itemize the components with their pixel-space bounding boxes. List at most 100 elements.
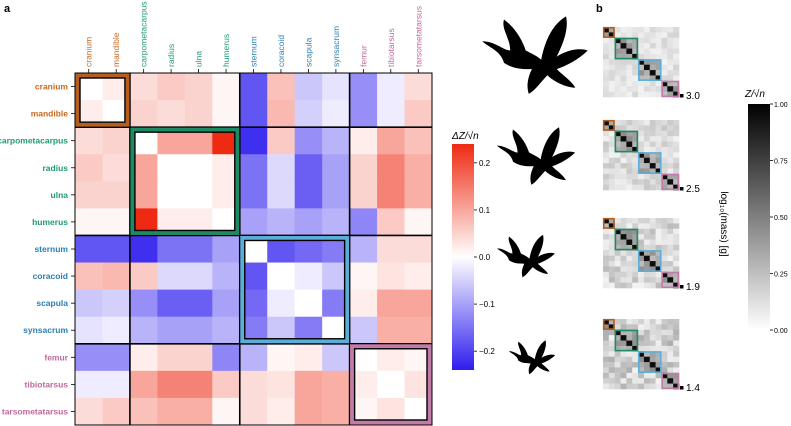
heatmap-cell xyxy=(322,370,351,399)
thumbnail-cell xyxy=(649,37,656,44)
thumbnail-cell xyxy=(673,261,680,267)
thumbnail-cell xyxy=(608,266,615,273)
thumbnail-cell xyxy=(603,282,610,289)
thumbnail-cell xyxy=(632,157,639,164)
thumbnail-cell xyxy=(603,157,610,164)
thumbnail-cell xyxy=(632,141,639,148)
thumbnail-cell xyxy=(603,329,610,336)
panel-label-b: b xyxy=(596,3,603,15)
colorbar-tick-label: 0.00 xyxy=(774,328,788,335)
thumbnail-cell xyxy=(608,179,615,185)
thumbnail-cell xyxy=(661,75,668,82)
thumbnail-cell xyxy=(667,329,674,336)
thumbnail-cell xyxy=(649,255,656,262)
thumbnail-cell xyxy=(632,228,639,235)
thumbnail-cell xyxy=(608,324,615,331)
module-box-wing xyxy=(130,127,240,235)
thumbnail-cell xyxy=(673,179,680,185)
thumbnail-cell xyxy=(643,345,651,352)
thumbnail-cell xyxy=(655,53,662,60)
heatmap-cell xyxy=(404,289,433,318)
thumbnail-cell xyxy=(614,282,621,289)
thumbnail-cell xyxy=(649,356,656,363)
thumbnail-cell xyxy=(667,91,674,98)
thumbnail-cell xyxy=(603,120,610,126)
thumbnail-cell xyxy=(608,146,615,153)
thumbnail-cell xyxy=(655,136,662,142)
thumbnail-cell xyxy=(608,234,615,240)
heatmap-cell xyxy=(377,235,405,263)
thumbnail-cell xyxy=(608,157,615,164)
thumbnail-cell xyxy=(643,91,651,98)
thumbnail-cell xyxy=(643,32,651,39)
thumbnail-cell xyxy=(620,218,627,224)
thumbnail-cell xyxy=(643,218,651,224)
thumbnail-cell xyxy=(673,91,680,98)
thumbnail-cell xyxy=(661,32,668,39)
thumbnail-cell xyxy=(608,125,615,132)
thumbnail-cell xyxy=(603,80,610,87)
row-label-carpometacarpus: carpometacarpus xyxy=(0,136,68,146)
heatmap-cell xyxy=(75,235,103,263)
thumbnail-cell xyxy=(626,277,633,283)
heatmap-cell xyxy=(129,100,158,128)
thumbnail-cell xyxy=(661,91,668,98)
heatmap-cell xyxy=(212,235,241,263)
thumbnail-cell xyxy=(661,157,668,164)
module-box-inner-leg xyxy=(353,348,428,421)
thumbnail-cell xyxy=(626,59,633,65)
thumbnail-cell xyxy=(661,335,668,341)
heatmap-cell xyxy=(157,181,186,209)
thumbnail-cell xyxy=(614,80,621,87)
thumbnail-cell xyxy=(626,266,633,273)
thumbnail-cell xyxy=(649,141,656,148)
thumbnail-cell xyxy=(620,335,627,341)
thumbnail-cell xyxy=(638,244,645,251)
row-labels: cranium mandible carpometacarpus radius ulna… xyxy=(0,82,75,416)
thumbnail-cell xyxy=(620,120,627,126)
heatmap-cell xyxy=(75,127,103,155)
thumbnail-cell xyxy=(614,223,621,230)
mass-label: 1.4 xyxy=(686,383,700,394)
thumbnail-cell xyxy=(626,282,633,289)
thumbnail-cell xyxy=(608,329,615,336)
thumbnail-cell xyxy=(632,59,639,65)
thumbnail-cell xyxy=(626,340,633,347)
thumbnail-cell xyxy=(661,48,668,55)
thumbnail-cell xyxy=(626,136,633,142)
heatmap-cell xyxy=(129,397,158,426)
thumbnail-cell xyxy=(614,266,621,273)
heatmap-cell xyxy=(75,208,103,236)
thumbnail-cell xyxy=(603,37,610,44)
thumbnail-cell xyxy=(632,340,639,347)
thumbnail-cell xyxy=(655,218,662,224)
heatmap-cell xyxy=(75,370,103,399)
thumbnail-cell xyxy=(603,53,610,60)
module-box-inner-thorax xyxy=(244,239,346,340)
thumbnail-cell xyxy=(614,351,621,357)
thumbnail-cell xyxy=(608,277,615,283)
heatmap-cell xyxy=(294,289,323,318)
bird-silhouette-smallest xyxy=(508,340,556,375)
thumbnail-cell xyxy=(626,239,633,246)
thumbnail-cell xyxy=(673,324,680,331)
thumbnail-cell xyxy=(643,378,651,384)
colorbar-deltaZ-title: ΔZ/√n xyxy=(451,130,479,142)
thumbnail-module-box xyxy=(602,119,615,131)
thumbnail-cell xyxy=(673,356,680,363)
thumbnail-cell xyxy=(608,223,615,230)
thumbnail-cell xyxy=(620,91,627,98)
thumbnail-cell xyxy=(655,319,662,325)
thumbnail-cell xyxy=(649,234,656,240)
thumbnail-cell xyxy=(638,130,645,137)
thumbnail-cell xyxy=(614,91,621,98)
heatmap-cell xyxy=(294,100,323,128)
thumbnail-cell xyxy=(638,53,645,60)
thumbnail-cell xyxy=(661,125,668,132)
heatmap-cell xyxy=(404,208,433,236)
thumbnail-cell xyxy=(667,239,674,246)
thumbnail-cell xyxy=(655,362,662,368)
colorbar-Z-title: Z/√n xyxy=(744,88,765,100)
heatmap-cell xyxy=(184,289,213,318)
thumbnail-cell xyxy=(626,64,633,71)
